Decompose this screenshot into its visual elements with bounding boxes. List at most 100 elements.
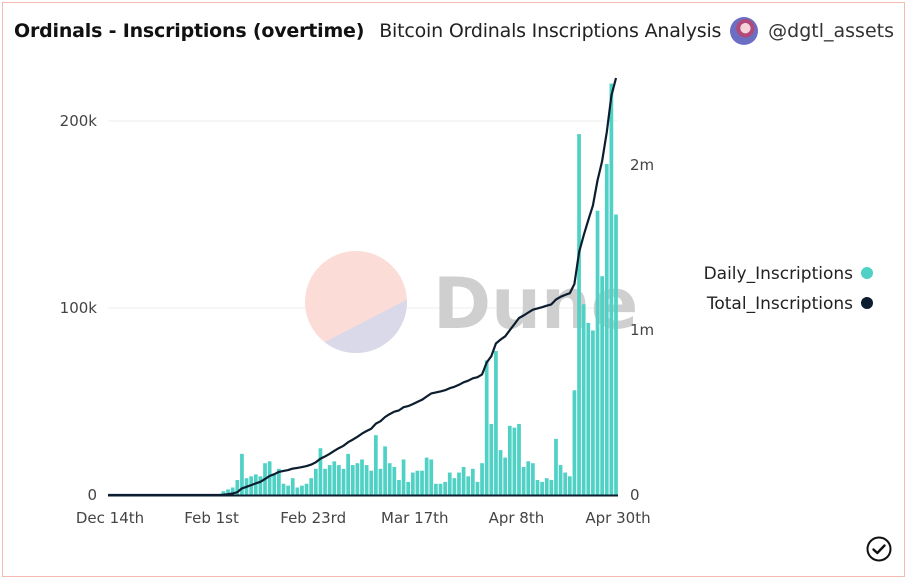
daily-inscriptions-bar	[313, 468, 318, 495]
daily-inscriptions-bar	[277, 468, 281, 495]
daily-inscriptions-bar	[494, 351, 498, 495]
daily-inscriptions-bar	[383, 446, 387, 495]
daily-inscriptions-bar	[521, 466, 526, 495]
daily-inscriptions-bar	[434, 483, 438, 495]
y-left-tick-label: 200k	[60, 112, 98, 130]
daily-inscriptions-bar	[447, 472, 452, 495]
daily-inscriptions-bar	[517, 423, 521, 495]
daily-inscriptions-bar	[281, 483, 286, 495]
legend: Daily_Inscriptions Total_Inscriptions	[704, 264, 873, 314]
dashboard-title[interactable]: Bitcoin Ordinals Inscriptions Analysis	[379, 20, 722, 42]
daily-inscriptions-bar	[410, 472, 415, 495]
daily-inscriptions-bar	[364, 465, 369, 495]
watermark-text: Dune	[433, 263, 638, 345]
y-axis-left: 0 100k 200k	[60, 112, 98, 504]
daily-inscriptions-bar	[341, 468, 346, 495]
x-tick-label: Apr 30th	[585, 509, 650, 527]
daily-inscriptions-bar	[466, 476, 471, 495]
daily-inscriptions-bar	[355, 463, 360, 495]
x-tick-label: Feb 1st	[184, 509, 239, 527]
daily-inscriptions-bar	[360, 459, 364, 495]
daily-inscriptions-bar	[230, 487, 235, 495]
daily-inscriptions-bar	[429, 459, 434, 495]
y-left-tick-label: 0	[87, 486, 97, 504]
daily-inscriptions-bar	[554, 438, 558, 495]
daily-inscriptions-bar	[290, 478, 295, 495]
daily-inscriptions-bar	[572, 390, 577, 495]
x-tick-label: Mar 17th	[381, 509, 449, 527]
daily-inscriptions-bar	[253, 474, 258, 495]
daily-inscriptions-bar	[240, 453, 244, 495]
daily-inscriptions-bar	[318, 448, 323, 495]
daily-inscriptions-bar	[563, 472, 568, 495]
daily-inscriptions-bar	[480, 463, 484, 495]
legend-swatch	[861, 297, 873, 309]
daily-inscriptions-bar	[424, 457, 429, 495]
legend-swatch	[861, 267, 873, 279]
daily-inscriptions-bar	[406, 481, 411, 495]
daily-inscriptions-bar	[397, 480, 401, 495]
daily-inscriptions-bar	[309, 478, 314, 495]
daily-inscriptions-bar	[526, 461, 531, 495]
daily-inscriptions-bar	[415, 470, 420, 495]
y-left-tick-label: 100k	[60, 299, 98, 317]
legend-label: Total_Inscriptions	[706, 294, 853, 314]
x-tick-label: Apr 8th	[489, 509, 545, 527]
daily-inscriptions-bar	[595, 210, 600, 495]
daily-inscriptions-bar	[295, 487, 300, 495]
daily-inscriptions-bar	[544, 478, 549, 495]
daily-inscriptions-bar	[549, 480, 554, 495]
daily-inscriptions-bar	[609, 83, 614, 495]
daily-inscriptions-bar	[378, 468, 383, 495]
y-axis-right: 0 1m 2m	[630, 156, 654, 504]
daily-inscriptions-bar	[420, 470, 424, 495]
daily-inscriptions-bar	[327, 465, 332, 495]
author[interactable]: @dgtl_assets	[730, 16, 894, 46]
daily-inscriptions-bar	[286, 485, 290, 495]
daily-inscriptions-bar	[337, 465, 341, 495]
x-tick-label: Feb 23rd	[280, 509, 346, 527]
daily-inscriptions-bar	[461, 466, 466, 495]
daily-inscriptions-bar	[304, 483, 309, 495]
check-circle-icon[interactable]	[866, 536, 892, 562]
x-axis: Dec 14th Feb 1st Feb 23rd Mar 17th Apr 8th Ap…	[76, 509, 651, 527]
daily-inscriptions-bar	[600, 276, 605, 495]
daily-inscriptions-bar	[392, 466, 397, 495]
daily-inscriptions-bar	[401, 459, 406, 495]
daily-inscriptions-bar	[350, 465, 355, 495]
daily-inscriptions-bar	[577, 134, 581, 495]
daily-inscriptions-bar	[226, 489, 230, 495]
daily-inscriptions-bar	[489, 423, 494, 495]
daily-inscriptions-bar	[387, 463, 392, 495]
daily-inscriptions-bar	[323, 468, 327, 495]
daily-inscriptions-bar	[258, 476, 263, 495]
daily-inscriptions-bar	[438, 483, 443, 495]
daily-inscriptions-bar	[567, 476, 572, 495]
daily-inscriptions-bar	[535, 480, 540, 495]
daily-inscriptions-bar	[369, 470, 374, 495]
daily-inscriptions-bar	[604, 164, 609, 495]
daily-inscriptions-bar	[503, 457, 508, 495]
daily-inscriptions-bar	[558, 465, 563, 495]
daily-inscriptions-bar	[272, 474, 277, 495]
daily-inscriptions-bar	[373, 435, 378, 495]
daily-inscriptions-bar	[457, 472, 461, 495]
daily-inscriptions-bar	[531, 463, 535, 495]
legend-label: Daily_Inscriptions	[704, 264, 854, 284]
chart-header: Ordinals - Inscriptions (overtime) Bitco…	[14, 16, 721, 46]
daily-inscriptions-bar	[507, 425, 512, 495]
daily-inscriptions-bar	[540, 481, 544, 495]
daily-bars	[221, 83, 618, 495]
daily-inscriptions-bar	[475, 481, 480, 495]
author-name[interactable]: @dgtl_assets	[768, 20, 894, 42]
daily-inscriptions-bar	[267, 461, 272, 495]
chart-title[interactable]: Ordinals - Inscriptions (overtime)	[14, 20, 365, 42]
daily-inscriptions-bar	[512, 427, 517, 495]
y-right-tick-label: 0	[630, 486, 640, 504]
dune-watermark: Dune	[305, 251, 638, 353]
daily-inscriptions-bar	[452, 478, 457, 495]
daily-inscriptions-bar	[581, 304, 586, 495]
daily-inscriptions-bar	[300, 485, 304, 495]
daily-inscriptions-bar	[221, 491, 226, 495]
